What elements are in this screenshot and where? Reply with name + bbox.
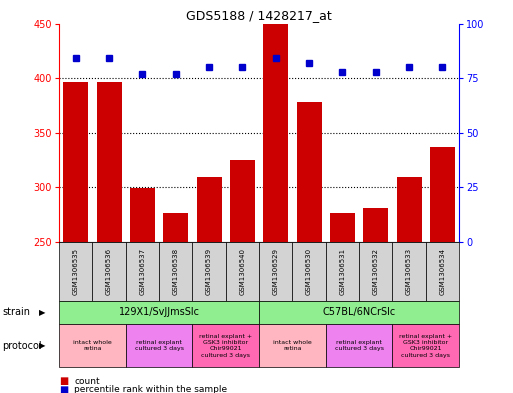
Text: ▶: ▶ bbox=[40, 308, 46, 317]
Bar bbox=[363, 208, 388, 242]
Bar bbox=[59, 301, 259, 324]
Text: GSM1306532: GSM1306532 bbox=[373, 248, 379, 295]
Text: GSM1306530: GSM1306530 bbox=[306, 248, 312, 295]
Bar bbox=[259, 301, 459, 324]
Bar bbox=[330, 213, 355, 242]
Bar bbox=[397, 177, 422, 242]
Text: GSM1306533: GSM1306533 bbox=[406, 248, 412, 295]
Text: retinal explant +
GSK3 inhibitor
Chir99021
cultured 3 days: retinal explant + GSK3 inhibitor Chir990… bbox=[199, 334, 252, 358]
Text: GSM1306536: GSM1306536 bbox=[106, 248, 112, 295]
Text: GSM1306537: GSM1306537 bbox=[140, 248, 145, 295]
Bar bbox=[159, 242, 192, 301]
Text: GSM1306535: GSM1306535 bbox=[73, 248, 78, 295]
Text: GSM1306531: GSM1306531 bbox=[340, 248, 345, 295]
Bar bbox=[192, 324, 259, 367]
Text: retinal explant
cultured 3 days: retinal explant cultured 3 days bbox=[134, 340, 184, 351]
Bar bbox=[259, 324, 326, 367]
Text: protocol: protocol bbox=[3, 341, 42, 351]
Bar bbox=[126, 324, 192, 367]
Text: GSM1306539: GSM1306539 bbox=[206, 248, 212, 295]
Bar bbox=[359, 242, 392, 301]
Text: intact whole
retina: intact whole retina bbox=[273, 340, 312, 351]
Bar bbox=[130, 188, 155, 242]
Bar bbox=[192, 242, 226, 301]
Text: 129X1/SvJJmsSlc: 129X1/SvJJmsSlc bbox=[119, 307, 200, 318]
Text: intact whole
retina: intact whole retina bbox=[73, 340, 112, 351]
Text: percentile rank within the sample: percentile rank within the sample bbox=[74, 386, 227, 393]
Title: GDS5188 / 1428217_at: GDS5188 / 1428217_at bbox=[186, 9, 332, 22]
Bar bbox=[326, 324, 392, 367]
Bar bbox=[59, 242, 92, 301]
Text: retinal explant +
GSK3 inhibitor
Chir99021
cultured 3 days: retinal explant + GSK3 inhibitor Chir990… bbox=[399, 334, 452, 358]
Bar bbox=[163, 213, 188, 242]
Bar bbox=[196, 177, 222, 242]
Bar bbox=[59, 324, 126, 367]
Bar bbox=[63, 83, 88, 242]
Text: strain: strain bbox=[3, 307, 31, 318]
Bar bbox=[226, 242, 259, 301]
Text: count: count bbox=[74, 377, 100, 386]
Bar bbox=[126, 242, 159, 301]
Text: GSM1306534: GSM1306534 bbox=[440, 248, 445, 295]
Text: GSM1306538: GSM1306538 bbox=[173, 248, 179, 295]
Text: GSM1306540: GSM1306540 bbox=[240, 248, 245, 295]
Bar bbox=[96, 83, 122, 242]
Text: ■: ■ bbox=[59, 385, 68, 393]
Text: ▶: ▶ bbox=[40, 342, 46, 350]
Bar bbox=[92, 242, 126, 301]
Bar bbox=[326, 242, 359, 301]
Bar bbox=[259, 242, 292, 301]
Text: ■: ■ bbox=[59, 376, 68, 386]
Bar bbox=[392, 324, 459, 367]
Bar bbox=[392, 242, 426, 301]
Text: C57BL/6NCrSlc: C57BL/6NCrSlc bbox=[323, 307, 396, 318]
Bar bbox=[297, 102, 322, 242]
Bar bbox=[292, 242, 326, 301]
Bar bbox=[430, 147, 455, 242]
Bar bbox=[426, 242, 459, 301]
Text: retinal explant
cultured 3 days: retinal explant cultured 3 days bbox=[334, 340, 384, 351]
Text: GSM1306529: GSM1306529 bbox=[273, 248, 279, 295]
Bar bbox=[230, 160, 255, 242]
Bar bbox=[263, 22, 288, 242]
